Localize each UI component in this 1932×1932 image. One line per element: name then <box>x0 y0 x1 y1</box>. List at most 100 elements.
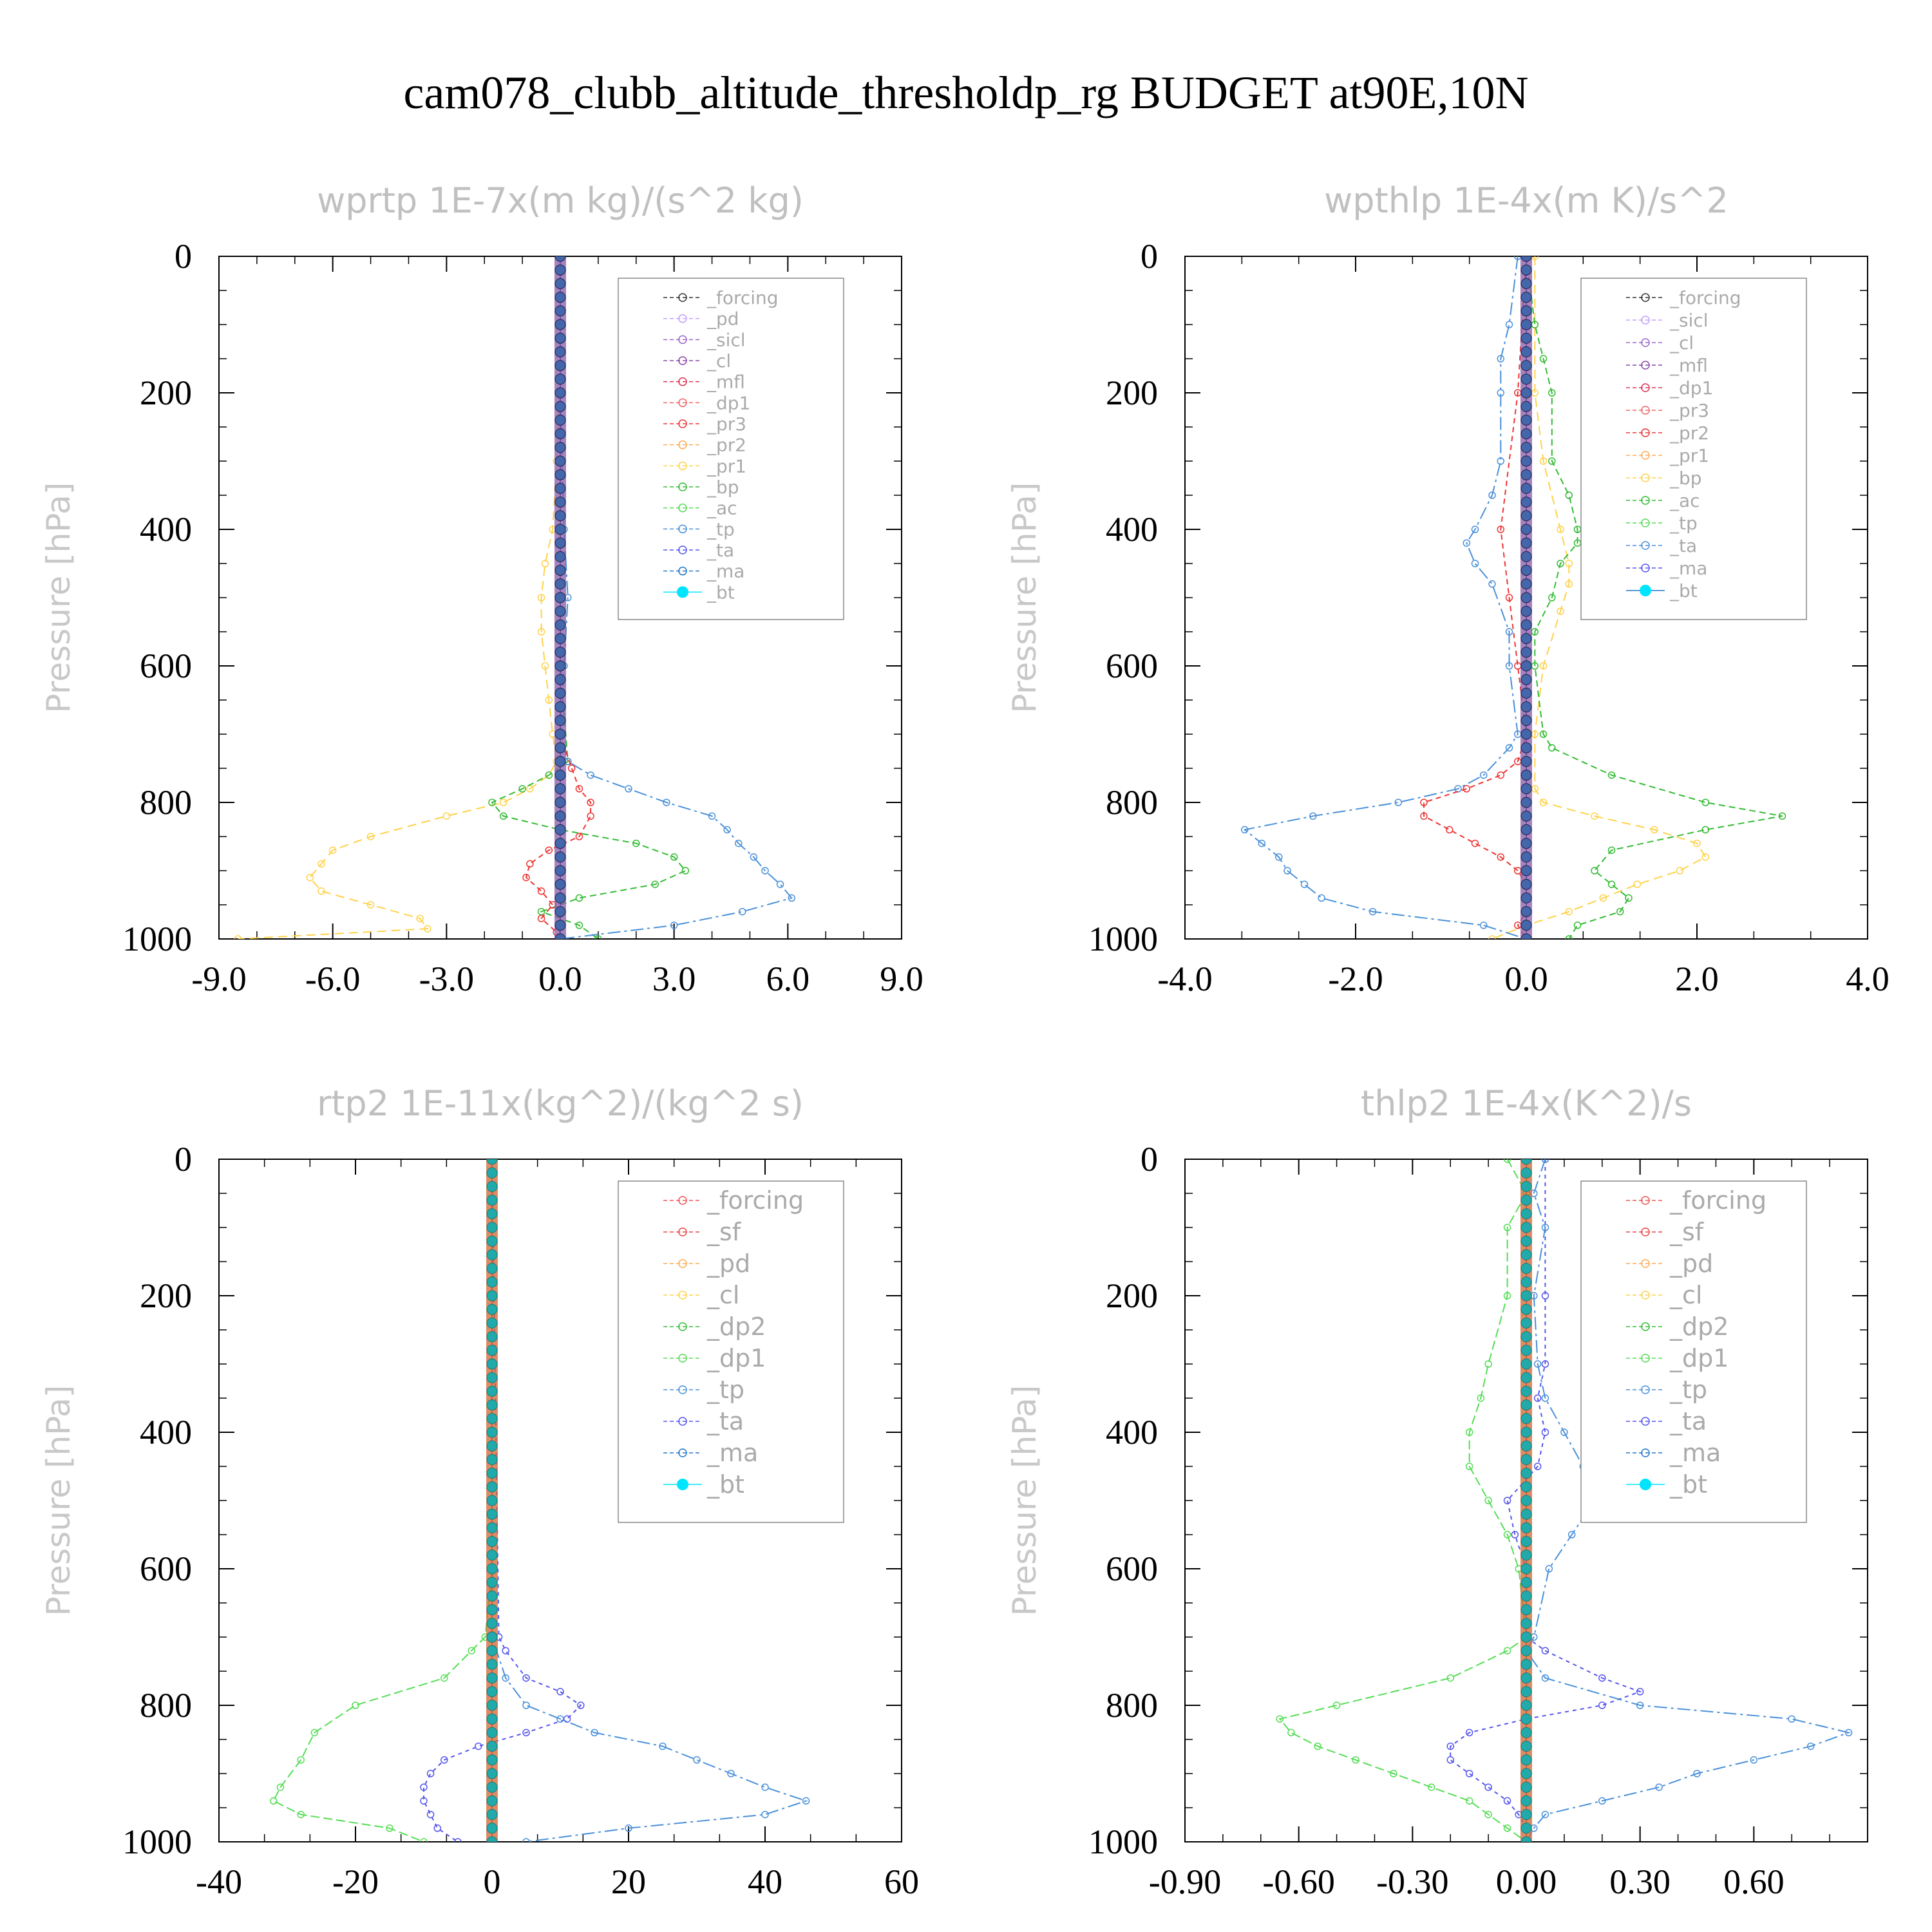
legend-swatch-marker <box>1641 316 1650 325</box>
bt-marker <box>1520 1468 1532 1479</box>
y-tick-label: 600 <box>140 1549 192 1588</box>
bt-marker <box>1520 256 1532 262</box>
data-point <box>735 839 743 848</box>
data-point <box>1484 1360 1492 1368</box>
data-point <box>1484 1810 1492 1819</box>
legend-swatch-marker <box>1641 1196 1650 1205</box>
legend-swatch-marker <box>1640 1479 1651 1490</box>
legend-swatch-marker <box>678 503 687 513</box>
data-point <box>670 853 678 861</box>
data-point <box>591 1728 598 1737</box>
data-point <box>1471 560 1479 567</box>
data-point <box>1503 1159 1511 1163</box>
bt-marker <box>554 633 566 645</box>
x-tick-label: 0.0 <box>1504 960 1548 998</box>
data-point <box>1541 1159 1549 1163</box>
data-point <box>727 1770 735 1777</box>
bt-marker <box>1520 1413 1532 1425</box>
bt-marker <box>486 1180 498 1192</box>
series-group <box>234 256 795 939</box>
panel-3: rtp2 1E-11x(kg^2)/(kg^2 s) Pressure [hPa]… <box>40 1083 919 1901</box>
data-point <box>1541 1224 1549 1231</box>
bt-marker <box>486 1249 498 1260</box>
data-point <box>625 785 632 793</box>
data-point <box>1465 1770 1473 1777</box>
data-point <box>488 799 496 806</box>
bt-marker <box>1520 838 1532 849</box>
x-tick-label: 2.0 <box>1675 960 1719 998</box>
data-point <box>1844 1728 1853 1737</box>
bt-marker <box>554 482 566 494</box>
legend-swatch-marker <box>1641 361 1650 370</box>
figure-title: cam078_clubb_altitude_thresholdp_rg BUDG… <box>403 67 1528 118</box>
legend: _forcing _sf _pd _cl _dp2 _dp1 _tp _ta _ma _bt <box>1580 1180 1807 1523</box>
data-point <box>522 1674 530 1682</box>
data-point <box>1420 799 1428 806</box>
bt-marker <box>1520 1222 1532 1233</box>
data-point <box>1318 894 1325 902</box>
legend-entry-label: _sf <box>706 1218 742 1246</box>
legend-entry-label: _cl <box>1669 1281 1702 1309</box>
bt-marker <box>1520 332 1532 344</box>
bt-marker <box>1520 1345 1532 1356</box>
data-point <box>420 1797 428 1805</box>
legend-entry-label: _pr2 <box>1669 422 1709 444</box>
data-point <box>575 785 583 793</box>
bt-marker <box>486 1263 498 1274</box>
legend-entry-label: _ma <box>1669 558 1707 579</box>
data-point <box>297 1756 305 1764</box>
bt-marker <box>1520 1768 1532 1779</box>
data-point <box>1465 1797 1473 1805</box>
data-point <box>1616 907 1624 916</box>
bt-marker <box>554 374 566 385</box>
data-point <box>1394 799 1402 806</box>
y-axis-label: Pressure [hPa] <box>40 482 77 714</box>
series-group <box>1241 256 1786 939</box>
bt-marker <box>486 1781 498 1793</box>
legend-swatch-marker <box>1641 1385 1650 1394</box>
bt-marker <box>554 592 566 603</box>
bt-marker <box>1520 906 1532 918</box>
bt-marker <box>486 1385 498 1397</box>
panel-4: thlp2 1E-4x(K^2)/s Pressure [hPa] 0 200 400 6… <box>1006 1083 1868 1901</box>
data-point <box>1480 922 1488 929</box>
data-point <box>317 887 325 895</box>
legend-swatch-marker <box>678 356 687 365</box>
data-point <box>575 922 583 929</box>
bt-marker <box>486 1468 498 1479</box>
series-line-ta <box>423 1159 582 1842</box>
x-tick-label: 60 <box>884 1862 919 1901</box>
bt-marker <box>486 1563 498 1575</box>
data-point <box>420 1838 428 1842</box>
bt-marker <box>554 715 566 726</box>
bt-marker <box>1520 428 1532 440</box>
legend-swatch-marker <box>677 1479 688 1490</box>
data-point <box>1390 1770 1397 1777</box>
bt-marker <box>1520 1549 1532 1561</box>
data-point <box>1505 662 1513 670</box>
y-tick-label: 400 <box>1106 1413 1158 1452</box>
data-point <box>1505 594 1513 601</box>
x-tick-label: -9.0 <box>191 960 246 998</box>
y-tick-label: 600 <box>1106 1549 1158 1588</box>
legend-swatch-marker <box>678 1354 687 1363</box>
bt-marker <box>486 1495 498 1506</box>
legend-swatch-marker <box>678 1385 687 1394</box>
data-point <box>587 812 594 820</box>
legend-entry-label: _pr2 <box>706 435 746 456</box>
data-point <box>1541 1428 1549 1436</box>
data-point <box>502 1647 509 1654</box>
bt-marker <box>1520 524 1532 535</box>
bt-marker <box>486 1522 498 1533</box>
data-point <box>1548 594 1556 601</box>
data-point <box>1332 1701 1341 1709</box>
data-point <box>1541 1674 1549 1682</box>
legend-swatch-marker <box>1641 406 1650 415</box>
data-point <box>1480 771 1488 779</box>
bt-marker <box>1520 1208 1532 1220</box>
data-point <box>1488 935 1496 939</box>
legend: _forcing_sicl_cl_mfl_dp1_pr3_pr2_pr1_bp_… <box>1580 278 1807 620</box>
data-point <box>1548 457 1556 465</box>
bt-marker <box>1520 1754 1532 1766</box>
